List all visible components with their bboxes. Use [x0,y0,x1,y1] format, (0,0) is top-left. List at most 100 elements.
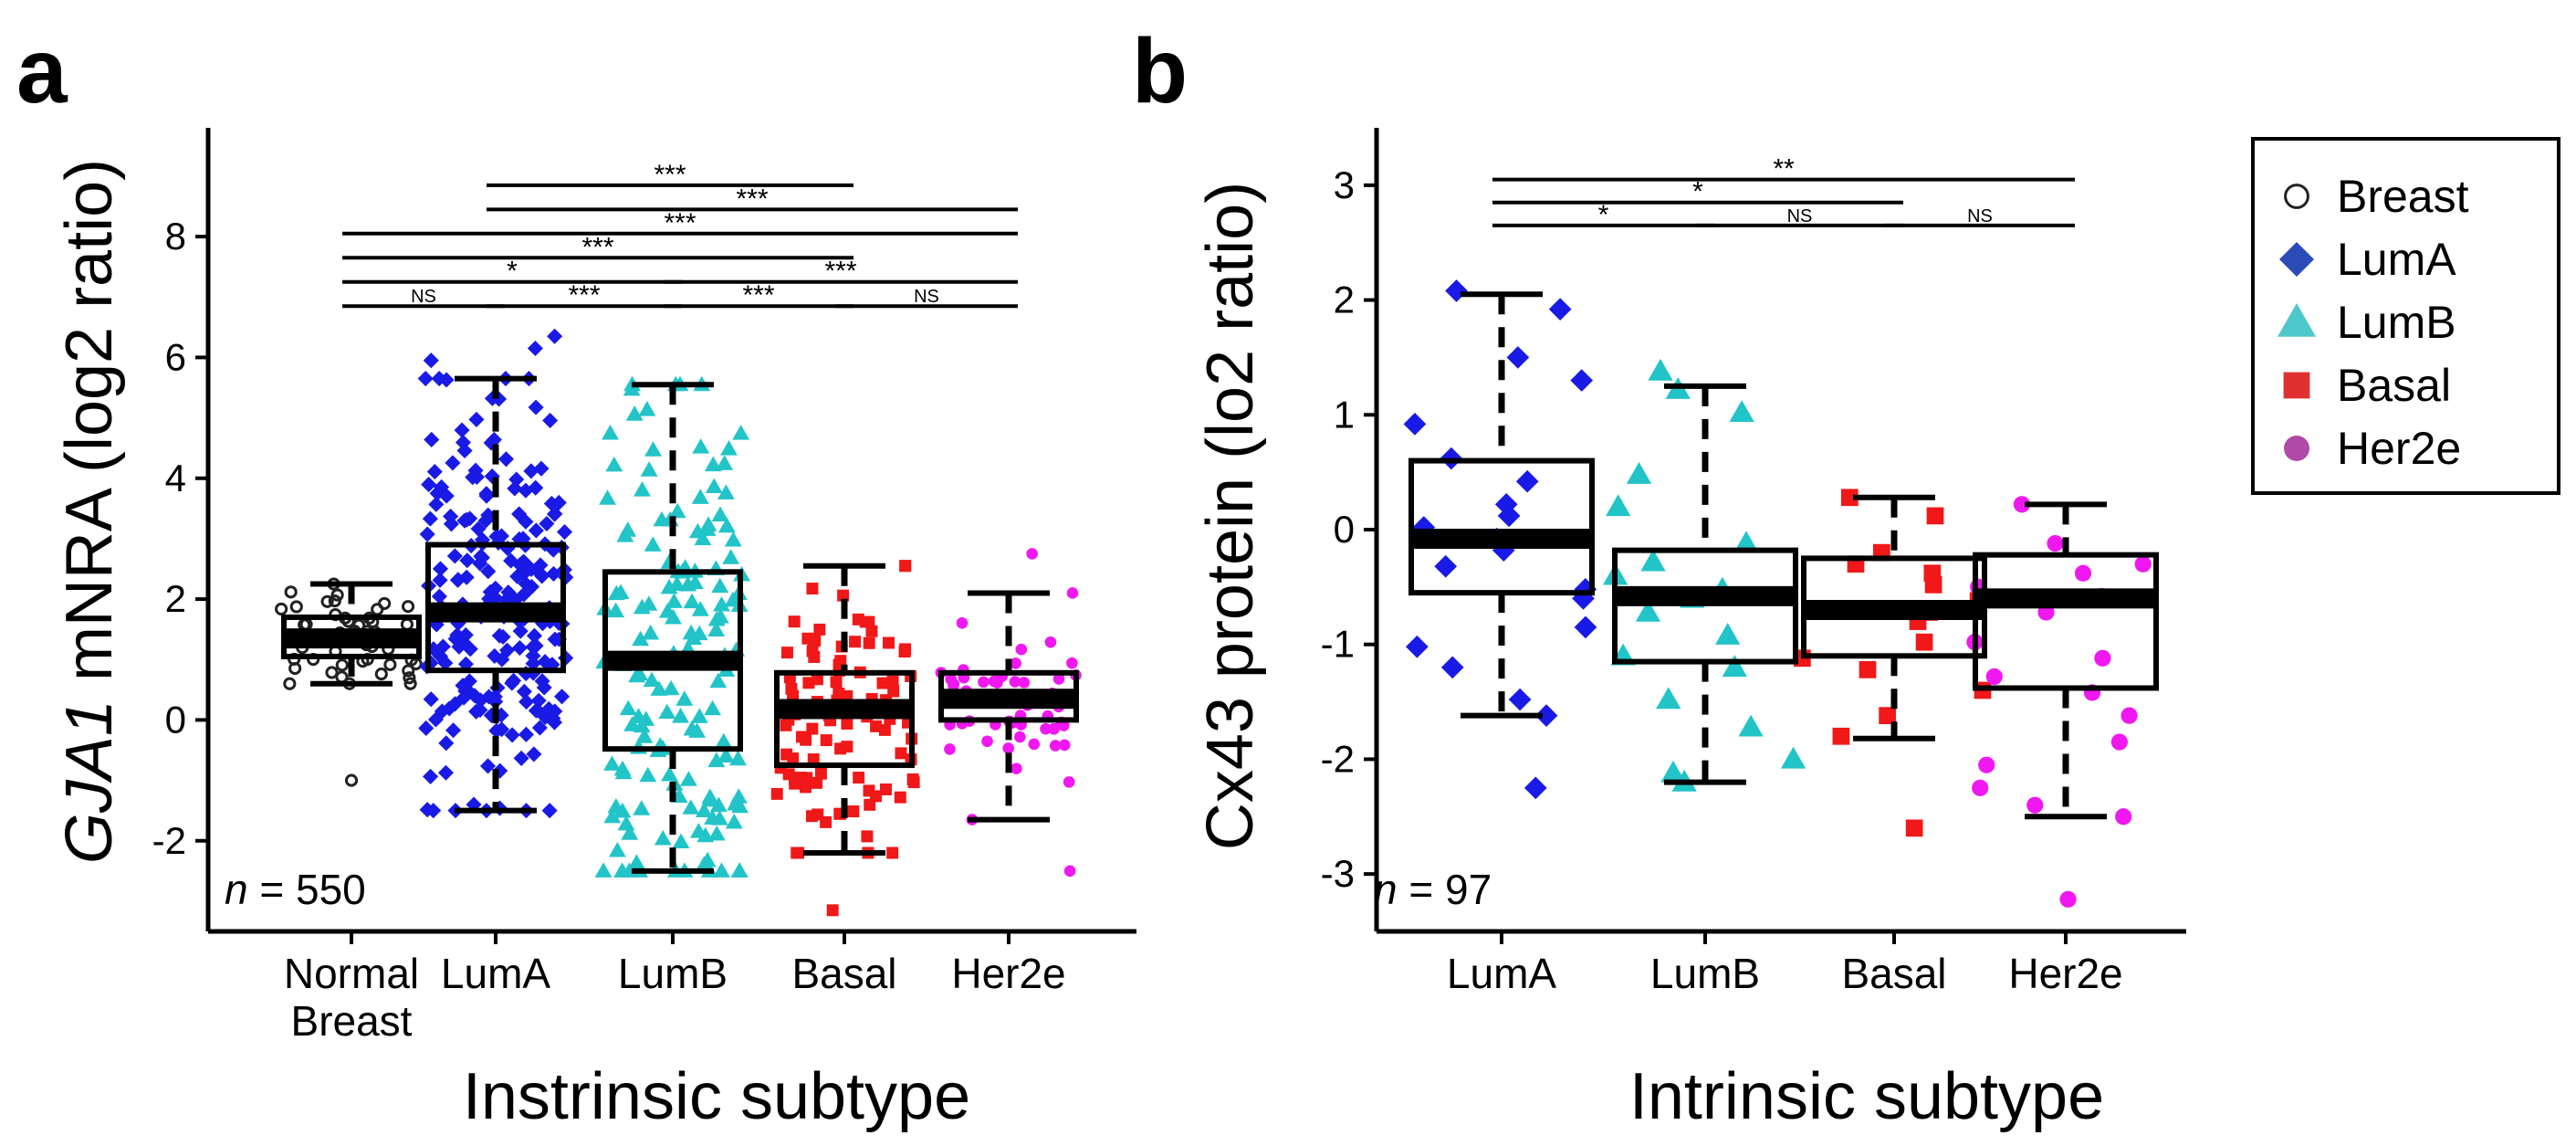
data-point [2059,890,2077,908]
data-point [1879,707,1896,725]
data-point [805,810,818,823]
data-point [859,615,872,628]
data-point [488,722,505,739]
data-point [650,680,668,696]
data-point [698,520,717,536]
data-point [542,412,559,429]
legend-her2e-marker [2284,436,2309,461]
data-point [401,600,415,614]
x-tick-label: LumA [441,950,550,997]
y-tick-label: 0 [165,698,186,741]
data-point [467,462,484,478]
data-point [608,841,626,857]
x-tick-label: LumA [1447,950,1556,997]
data-point [556,523,573,541]
comparison-label: *** [664,208,696,238]
data-point [709,672,728,689]
data-point [2120,707,2138,724]
data-point [437,655,454,671]
data-point [800,733,812,746]
data-point [820,734,832,747]
data-point [432,561,449,577]
data-point [1002,742,1014,754]
data-point [682,799,700,815]
panel-b-n-label: n [1374,866,1398,913]
data-point [895,747,907,760]
data-point [712,862,730,878]
legend-basal-marker [2283,372,2310,399]
data-point [531,720,548,736]
data-point [480,563,497,580]
data-point [537,654,553,670]
box-iqr [1408,457,1595,596]
data-point [725,814,743,829]
data-point [644,441,662,457]
panel-a-ylabel: GJA1 mNRA (log2 ratio) [53,159,126,864]
data-point [1570,369,1594,392]
data-point [709,796,728,812]
legend-lumb-label: LumB [2337,297,2456,348]
data-point [1009,676,1021,688]
data-point [491,627,508,644]
data-point [499,642,516,658]
data-point [880,783,892,795]
data-point [662,679,680,696]
x-tick-label: Normal [284,950,419,997]
legend-breast-marker [2284,184,2309,209]
data-point [883,636,895,649]
data-point [594,862,613,878]
comparison-label: NS [1787,206,1813,226]
data-point [438,735,455,752]
data-point [418,720,435,737]
comparison-label: *** [568,280,600,310]
data-point [704,699,722,716]
data-point [547,328,563,344]
data-point [1978,756,1995,773]
data-point [2094,649,2111,667]
data-point [468,411,485,427]
data-point [491,391,508,407]
data-point [1656,687,1681,710]
panel-a: a ************* ***NS *** *** NS -202468Norm… [16,20,1136,1133]
data-point [508,471,525,488]
data-point [613,802,632,818]
data-point [716,455,734,470]
y-tick-label: 2 [1334,279,1355,321]
data-point [717,747,735,763]
data-point [513,750,529,766]
y-tick-label: 6 [165,335,186,378]
data-point [1606,494,1631,517]
data-point [713,596,730,612]
data-point [1924,575,1942,594]
data-point [944,743,956,755]
data-point [1040,722,1052,735]
data-point [834,655,847,668]
data-point [639,766,657,783]
data-point [847,805,860,818]
data-point [533,460,550,477]
data-point [945,673,958,686]
box-iqr [1973,552,2159,691]
data-point [830,676,843,689]
data-point [668,502,686,519]
y-tick-label: 3 [1334,163,1355,206]
data-point [402,664,415,678]
data-point [602,424,619,440]
data-point [1840,489,1859,507]
data-point [605,456,623,472]
legend-luma-label: LumA [2337,234,2456,285]
data-point [603,755,621,771]
y-tick-label: 2 [165,577,186,620]
data-point [730,862,749,878]
data-point [483,435,499,451]
data-point [632,630,650,647]
data-point [330,588,344,602]
data-point [284,585,298,599]
data-point [554,689,571,705]
data-point [665,608,682,625]
data-point [434,703,450,720]
data-point [683,593,701,609]
data-point [455,634,471,650]
